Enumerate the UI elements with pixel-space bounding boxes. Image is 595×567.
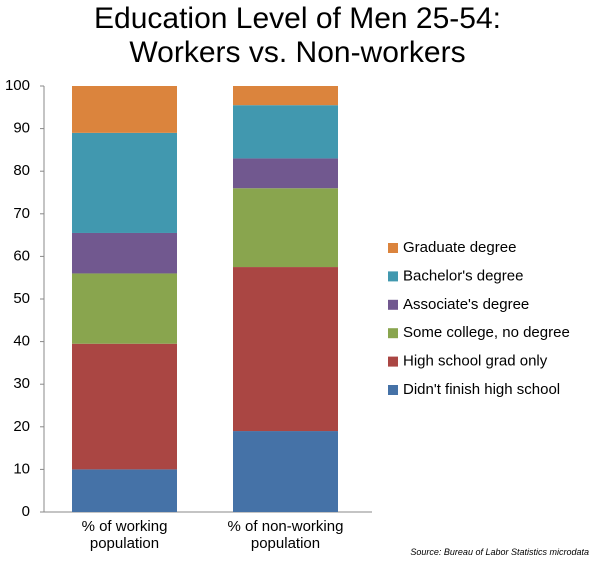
chart-title: Education Level of Men 25-54: Workers vs… bbox=[94, 2, 501, 69]
legend-label: Some college, no degree bbox=[403, 324, 570, 341]
y-tick-label: 80 bbox=[13, 162, 30, 179]
y-tick-label: 40 bbox=[13, 333, 30, 350]
bar-segment bbox=[233, 158, 338, 189]
bar-segment bbox=[72, 273, 177, 344]
y-tick-label: 70 bbox=[13, 205, 30, 222]
legend-swatch bbox=[388, 299, 398, 310]
bar-segment bbox=[233, 267, 338, 432]
bar-segment bbox=[72, 132, 177, 233]
y-tick-label: 0 bbox=[22, 503, 30, 520]
legend-swatch bbox=[388, 328, 398, 339]
y-tick-label: 90 bbox=[13, 120, 30, 137]
bar-segment bbox=[233, 188, 338, 268]
legend-label: Associate's degree bbox=[403, 296, 529, 313]
bar-segment bbox=[233, 431, 338, 512]
bar-segment bbox=[72, 469, 177, 512]
legend-swatch bbox=[388, 385, 398, 395]
legend-label: Graduate degree bbox=[403, 239, 516, 256]
legend-label: Bachelor's degree bbox=[403, 267, 523, 284]
bar-segment bbox=[72, 232, 177, 274]
legend-swatch bbox=[388, 243, 398, 253]
legend-swatch bbox=[388, 271, 398, 282]
y-tick-label: 10 bbox=[13, 460, 30, 477]
y-tick-label: 20 bbox=[13, 418, 30, 435]
legend-label: Didn't finish high school bbox=[403, 381, 560, 398]
bar-segment bbox=[72, 343, 177, 470]
legend-swatch bbox=[388, 356, 398, 367]
y-tick-label: 50 bbox=[13, 290, 30, 307]
bar-segment bbox=[233, 105, 338, 159]
bar-segment bbox=[72, 86, 177, 133]
legend-label: High school grad only bbox=[403, 353, 548, 370]
x-tick-label: % of working population bbox=[81, 518, 168, 552]
y-tick-label: 100 bbox=[5, 77, 30, 94]
y-tick-label: 30 bbox=[13, 375, 30, 392]
bar-segment bbox=[233, 86, 338, 106]
x-tick-label: % of non-working population bbox=[227, 518, 344, 552]
source-note: Source: Bureau of Labor Statistics micro… bbox=[410, 547, 589, 557]
y-tick-label: 60 bbox=[13, 247, 30, 264]
